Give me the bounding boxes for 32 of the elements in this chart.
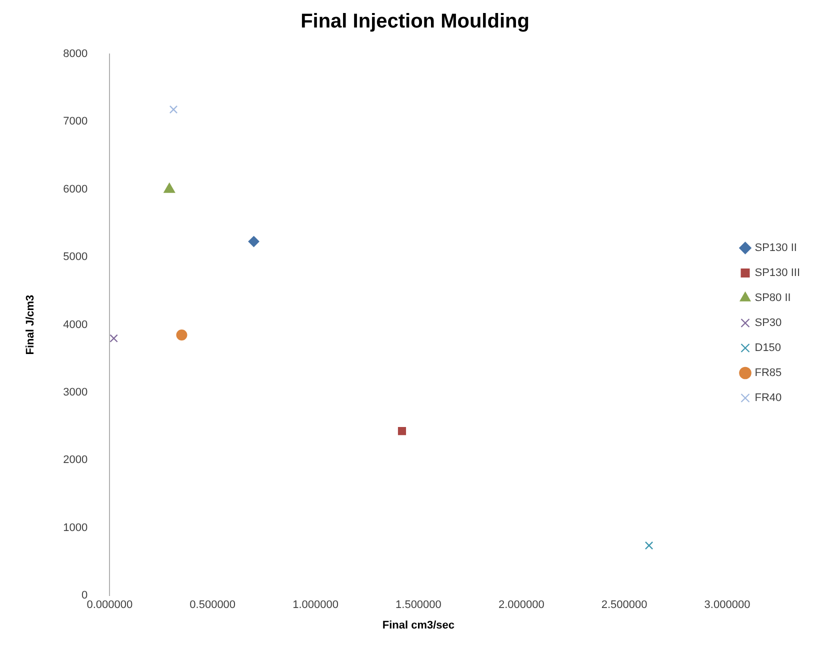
point xyxy=(110,334,118,342)
y-tick-label: 3000 xyxy=(63,386,88,399)
point xyxy=(644,541,654,550)
y-tick-label: 1000 xyxy=(63,522,88,534)
legend-label: D150 xyxy=(754,342,782,354)
y-tick-label: 2000 xyxy=(63,454,88,466)
point xyxy=(398,427,406,436)
legend-label: FR40 xyxy=(754,392,782,404)
point xyxy=(176,329,188,340)
y-tick-label: 6000 xyxy=(63,183,88,196)
x-tick-label: 0.500000 xyxy=(190,599,236,612)
y-tick-label: 7000 xyxy=(63,116,88,128)
x-tick-label: 1.500000 xyxy=(396,599,442,612)
x-tick-label: 2.000000 xyxy=(498,599,544,612)
x-tick-label: 3.000000 xyxy=(704,599,750,612)
legend-label: SP30 xyxy=(754,317,782,330)
y-axis-title: Final J/cm3 xyxy=(24,294,37,355)
legend-label: SP130 II xyxy=(754,242,797,254)
y-tick-label: 4000 xyxy=(63,318,88,331)
x-axis-title: Final cm3/sec xyxy=(382,619,455,632)
legend-label: SP80 II xyxy=(754,292,791,304)
legend-label: SP130 III xyxy=(754,267,800,280)
y-tick-label: 8000 xyxy=(63,48,88,60)
legend-label: FR85 xyxy=(754,367,782,380)
point xyxy=(248,236,260,248)
x-tick-label: 2.500000 xyxy=(601,599,648,612)
point xyxy=(169,105,178,114)
chart-title: Final Injection Moulding xyxy=(300,10,530,33)
x-tick-label: 0.000000 xyxy=(86,599,133,612)
y-tick-label: 5000 xyxy=(63,251,88,264)
x-tick-label: 1.000000 xyxy=(292,599,338,612)
y-tick-label: 0 xyxy=(82,590,88,602)
